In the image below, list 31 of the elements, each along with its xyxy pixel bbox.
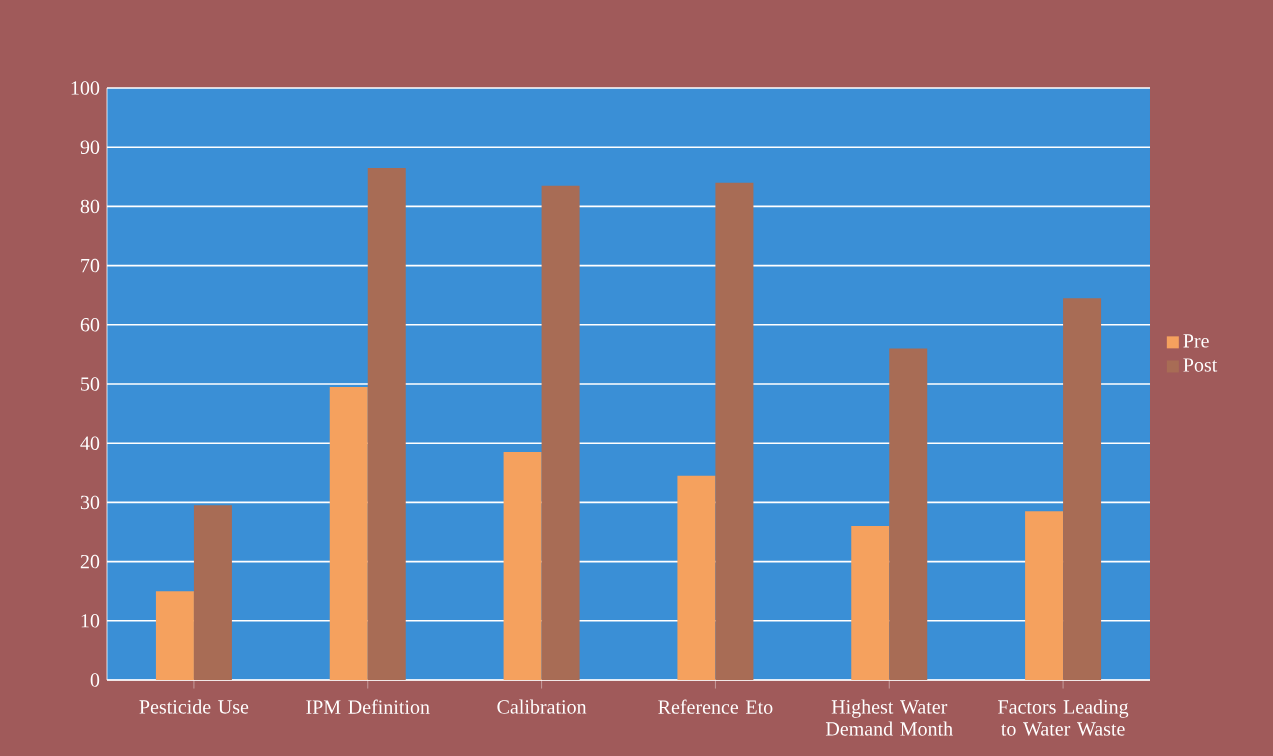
y-tick-label: 100 xyxy=(71,81,100,95)
y-tick-label: 90 xyxy=(80,140,100,154)
bar xyxy=(1063,298,1102,680)
bar xyxy=(155,591,194,680)
bar xyxy=(329,386,368,680)
x-tick-label: Reference Eto xyxy=(658,699,773,714)
y-tick-label: 80 xyxy=(80,199,100,214)
y-tick-label: 50 xyxy=(81,377,100,391)
bar xyxy=(541,185,580,680)
bar xyxy=(193,505,232,680)
y-tick-label: 30 xyxy=(80,495,100,510)
x-tick-label: Calibration xyxy=(497,699,587,714)
x-tick-label: IPM Definition xyxy=(306,699,430,714)
y-tick-label: 10 xyxy=(81,614,100,628)
x-tick-label: Highest Water Demand Month xyxy=(825,699,953,736)
x-tick-label: Pesticide Use xyxy=(139,699,249,714)
y-tick-label: 40 xyxy=(80,436,100,450)
y-tick-label: 0 xyxy=(90,673,100,687)
legend-label: Post xyxy=(1183,358,1218,372)
bar xyxy=(367,167,406,680)
y-tick-label: 60 xyxy=(80,318,100,332)
y-tick-label: 20 xyxy=(80,554,100,569)
x-tick-label: Factors Leading to Water Waste xyxy=(998,699,1129,736)
legend-label: Pre xyxy=(1183,334,1209,348)
bar xyxy=(851,526,890,680)
bar xyxy=(1025,511,1064,680)
bar xyxy=(503,452,542,680)
bar xyxy=(889,348,928,680)
bar xyxy=(715,182,754,680)
bar xyxy=(677,475,716,680)
y-tick-label: 70 xyxy=(81,258,100,273)
